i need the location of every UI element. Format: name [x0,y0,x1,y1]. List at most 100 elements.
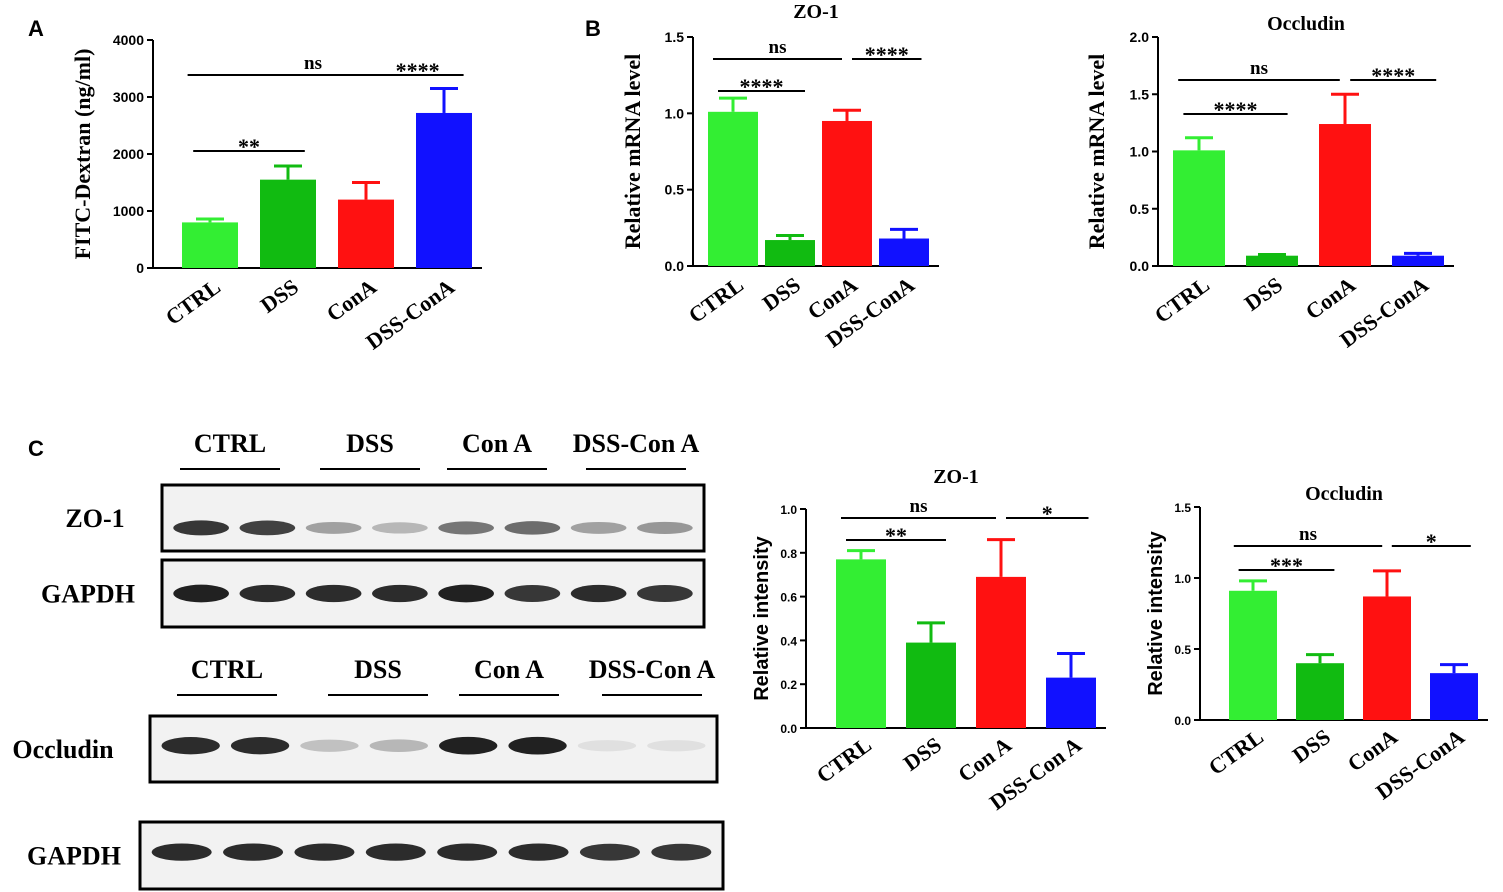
blot-band [504,585,561,602]
blot-band [239,520,296,536]
blot-group-label: CTRL [191,655,263,684]
significance-label: ns [769,37,787,58]
blot-band [651,843,712,861]
significance-label: **** [396,58,440,83]
panel-label-b: B [585,16,601,41]
blot-band [369,739,428,752]
blot-band [439,736,498,755]
blot-band [579,843,640,861]
y-tick-label: 0.0 [665,258,685,274]
blot-band [438,584,494,603]
significance-label: ns [1299,524,1317,545]
y-tick-label: 0.5 [1130,201,1150,217]
y-tick-label: 1.0 [1130,144,1150,160]
y-axis-label: Relative intensity [751,535,773,700]
x-tick-label: DSS [256,274,303,318]
chart-c-zo1: 0.0 0.2 0.4 0.6 0.8 1.0 Relative intensity ZO-1… [751,466,1106,815]
blot-band [647,740,706,752]
blot-band [508,843,569,861]
chart-b-zo1: 0.0 0.5 1.0 1.5 Relative mRNA level ZO-1 CTRL D… [620,1,939,352]
y-tick-label: 0.6 [780,591,797,605]
blot-row-label: GAPDH [41,580,135,609]
y-tick-label: 1.5 [665,29,685,45]
chart-title: Occludin [1305,483,1383,505]
x-tick-label: ConA [322,274,381,327]
x-tick-label: CTRL [812,732,876,788]
y-tick-label: 0.5 [665,182,685,198]
blot-group-label: CTRL [194,429,266,458]
blot-group-label: DSS [354,655,402,684]
blot-band [372,522,428,534]
y-tick-label: 0.0 [1174,714,1191,728]
y-tick-label: 4000 [113,32,144,48]
y-tick-label: 1.0 [780,503,797,517]
y-axis-label: Relative intensity [1145,530,1167,695]
blot-band [365,843,426,861]
y-tick-label: 1.5 [1174,501,1191,515]
blot-band [437,843,498,861]
y-tick-label: 1000 [113,203,144,219]
western-blot-zo1: CTRL DSS Con A DSS-Con A ZO-1 GAPDH [41,429,706,629]
blot-band [305,521,362,534]
blot-group-label: Con A [474,655,544,684]
blot-band [577,740,637,752]
bar-cona [822,120,872,266]
y-tick-label: 1.0 [665,105,685,121]
y-tick-label: 0.5 [1174,643,1191,657]
bar-dsscona [1392,255,1444,266]
blot-band [300,739,359,752]
significance-label: ns [304,53,322,74]
blot-band [637,585,693,602]
blot-group-label: DSS-Con A [573,429,700,458]
blot-band [570,521,627,534]
blot-band [508,736,567,755]
y-tick-label: 0.0 [1130,258,1150,274]
bar-cona [976,576,1026,728]
x-tick-label: CTRL [1150,272,1214,328]
blot-band [294,843,355,861]
blot-band [504,521,561,535]
significance-label: * [1426,529,1437,554]
bar-dsscona [416,112,472,269]
bar-dss [260,179,316,268]
y-tick-label: 2.0 [1130,29,1150,45]
bar-dss [765,240,815,266]
blot-band [223,843,284,861]
y-tick-label: 3000 [113,89,144,105]
x-tick-label: ConA [1301,272,1360,325]
chart-title: ZO-1 [793,1,839,23]
y-tick-label: 0.8 [780,547,797,561]
blot-group-label: DSS-Con A [589,655,716,684]
bar-cona [338,199,394,268]
significance-label: ns [1250,58,1268,79]
significance-label: ** [885,523,907,548]
blot-band [230,737,290,755]
bar-dsscona [1046,677,1096,728]
bar-ctrl [836,559,886,728]
y-axis-label: FITC-Dextran (ng/ml) [70,49,95,260]
bar-ctrl [708,111,758,266]
panel-label-c: C [28,436,44,461]
blot-band [173,584,229,603]
blot-group-label: DSS [346,429,394,458]
blot-band [239,584,296,603]
bar-dsscona [1430,673,1478,720]
bar-ctrl [1229,590,1277,720]
blot-membrane [160,483,706,553]
x-tick-label: CTRL [1204,724,1268,780]
blot-row-label: ZO-1 [65,504,124,533]
y-tick-label: 2000 [113,146,144,162]
bar-ctrl [1173,150,1225,266]
bar-dss [1246,255,1298,266]
chart-title: ZO-1 [933,466,979,488]
blot-band [570,584,627,603]
y-tick-label: 0 [136,260,144,276]
x-tick-label: DSS [899,732,946,776]
x-tick-label: DSS-ConA [361,274,459,355]
blot-band [438,521,494,535]
significance-label: **** [865,42,909,67]
x-tick-label: DSS [758,272,805,316]
panel-label-a: A [28,16,44,41]
bar-cona [1319,124,1371,267]
